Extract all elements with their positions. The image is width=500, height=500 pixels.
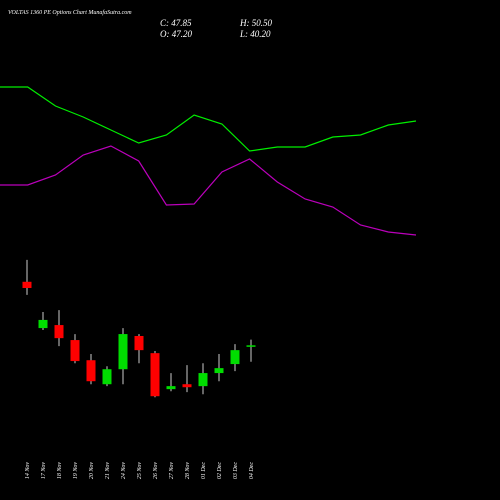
chart-title: VOLTAS 1360 PE Options Chart MunafaSutra…: [8, 9, 132, 16]
candle-body: [246, 345, 256, 347]
x-tick-label: 18 Nov: [57, 462, 63, 480]
x-tick-label: 03 Dec: [233, 462, 239, 479]
x-tick-label: 21 Nov: [105, 462, 111, 480]
candle-body: [86, 360, 96, 382]
candle-body: [54, 325, 64, 339]
candle-body: [70, 340, 80, 362]
x-tick-label: 20 Nov: [89, 462, 95, 480]
candle-body: [230, 350, 240, 365]
quote-open: O: 47.20: [160, 29, 192, 39]
candle-body: [102, 369, 112, 385]
candle-body: [38, 319, 48, 329]
quote-close: C: 47.85: [160, 18, 192, 28]
x-tick-label: 24 Nov: [120, 462, 127, 480]
quote-low: L: 40.20: [239, 29, 271, 39]
candle-body: [198, 373, 208, 387]
x-tick-label: 28 Nov: [185, 462, 191, 480]
x-tick-label: 25 Nov: [137, 462, 143, 480]
candle-body: [150, 353, 160, 397]
candle-body: [134, 336, 144, 351]
quote-high: H: 50.50: [239, 18, 272, 28]
x-tick-label: 14 Nov: [24, 462, 31, 480]
candle-body: [214, 368, 224, 374]
indicator-line: [0, 145, 417, 236]
x-tick-label: 27 Nov: [169, 462, 175, 480]
candle-body: [166, 386, 176, 390]
x-tick-label: 17 Nov: [41, 462, 47, 480]
x-tick-label: 04 Dec: [248, 462, 255, 479]
x-tick-label: 02 Dec: [217, 462, 223, 479]
x-tick-label: 26 Nov: [153, 462, 159, 480]
indicator-line: [0, 86, 417, 152]
x-tick-label: 19 Nov: [73, 462, 79, 480]
candle-body: [22, 281, 32, 288]
x-tick-label: 01 Dec: [201, 462, 207, 479]
candle-body: [118, 334, 128, 370]
candle-body: [182, 384, 192, 388]
